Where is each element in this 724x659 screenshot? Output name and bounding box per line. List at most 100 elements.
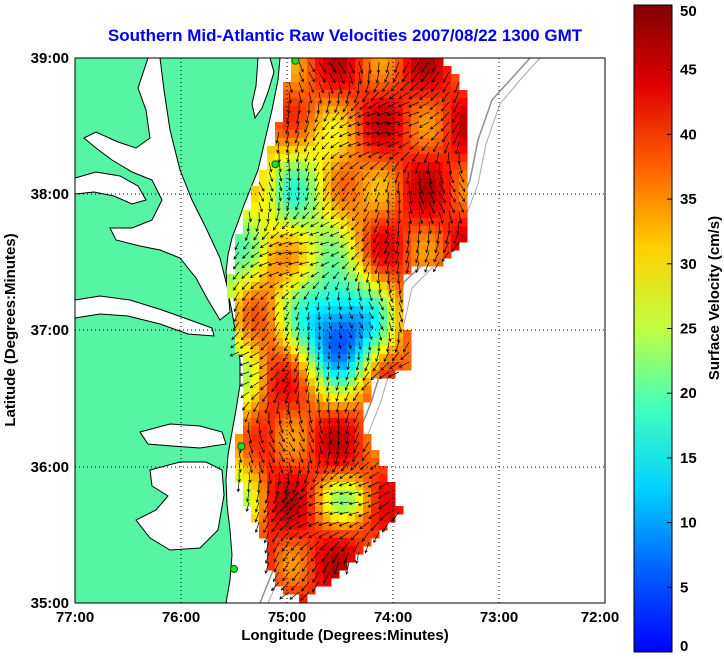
velocity-arrow [366, 141, 380, 147]
velocity-cell [331, 402, 340, 411]
velocity-arrow [332, 111, 340, 121]
velocity-arrow [348, 481, 360, 487]
velocity-cell [347, 514, 356, 523]
velocity-cell [347, 82, 356, 91]
velocity-arrow [250, 331, 260, 341]
velocity-arrow [338, 511, 350, 516]
velocity-arrow [266, 211, 270, 223]
velocity-arrow [294, 301, 300, 311]
velocity-cell [307, 474, 316, 483]
velocity-arrow [248, 461, 253, 474]
velocity-arrow [378, 331, 383, 341]
velocity-arrow [330, 141, 340, 149]
velocity-arrow [418, 201, 425, 215]
velocity-arrow [363, 261, 370, 273]
velocity-arrow [333, 561, 340, 575]
velocity-arrow [305, 181, 310, 192]
colorbar-scale [633, 4, 673, 653]
velocity-cell [251, 482, 260, 491]
velocity-cell [355, 98, 364, 107]
velocity-cell [323, 538, 332, 547]
velocity-arrow [260, 341, 270, 351]
velocity-arrow [248, 431, 253, 444]
velocity-arrow [303, 131, 310, 143]
velocity-cell [291, 514, 300, 523]
velocity-cell [435, 66, 444, 75]
velocity-cell [267, 330, 276, 339]
velocity-cell [307, 386, 316, 395]
velocity-arrow [239, 351, 250, 357]
velocity-cell [443, 226, 452, 235]
velocity-cell [363, 106, 372, 115]
velocity-arrow [453, 91, 460, 104]
velocity-cell [363, 194, 372, 203]
velocity-arrow [328, 421, 332, 435]
velocity-arrow [330, 541, 340, 552]
velocity-cell [339, 490, 348, 499]
velocity-arrow [421, 141, 430, 152]
velocity-arrow [331, 171, 340, 182]
velocity-cell [403, 122, 412, 131]
velocity-arrow [321, 151, 330, 161]
velocity-arrow [382, 81, 390, 92]
velocity-cell [291, 586, 300, 595]
velocity-cell [339, 82, 348, 91]
velocity-cell [307, 538, 316, 547]
velocity-arrow [233, 251, 240, 260]
velocity-cell [275, 514, 284, 523]
velocity-arrow [344, 271, 350, 281]
velocity-arrow [428, 221, 432, 235]
velocity-cell [355, 522, 364, 531]
velocity-cell [371, 210, 380, 219]
velocity-arrow [250, 291, 260, 301]
velocity-arrow [348, 61, 355, 74]
velocity-arrow [330, 161, 340, 171]
velocity-cell [323, 490, 332, 499]
velocity-arrow [251, 391, 260, 401]
velocity-cell [323, 338, 332, 347]
velocity-cell [339, 218, 348, 227]
velocity-cell [323, 162, 332, 171]
velocity-arrow [380, 361, 390, 371]
velocity-cell [299, 426, 308, 435]
velocity-cell [243, 298, 252, 307]
velocity-arrow [412, 151, 420, 163]
velocity-arrow [314, 291, 320, 301]
velocity-arrow [362, 221, 370, 232]
velocity-cell [363, 154, 372, 163]
velocity-cell [259, 514, 268, 523]
velocity-arrow [335, 281, 340, 291]
velocity-cell [291, 466, 300, 475]
velocity-cell [379, 178, 388, 187]
velocity-arrow [288, 461, 293, 474]
velocity-cell [315, 250, 324, 259]
velocity-cell [259, 298, 268, 307]
velocity-cell [267, 490, 276, 499]
velocity-cell [307, 466, 316, 475]
velocity-arrow [372, 171, 380, 182]
velocity-cell [459, 194, 468, 203]
velocity-cell [395, 234, 404, 243]
velocity-cell [371, 498, 380, 507]
velocity-arrow [376, 111, 390, 117]
velocity-arrow [293, 211, 300, 220]
velocity-cell [323, 554, 332, 563]
velocity-arrow [317, 341, 321, 351]
velocity-arrow [348, 491, 360, 496]
velocity-arrow [379, 511, 390, 521]
velocity-cell [251, 426, 260, 435]
velocity-arrow [328, 331, 332, 340]
velocity-cell [379, 338, 388, 347]
velocity-arrow [410, 71, 420, 83]
velocity-cell [267, 378, 276, 387]
velocity-arrow [403, 341, 410, 353]
velocity-cell [227, 274, 236, 283]
velocity-cell [371, 322, 380, 331]
velocity-cell [363, 114, 372, 123]
velocity-arrow [279, 501, 290, 512]
velocity-cell [395, 242, 404, 251]
velocity-cell [275, 210, 284, 219]
velocity-arrow [318, 431, 324, 444]
velocity-arrow [268, 201, 272, 213]
velocity-arrow [401, 71, 410, 83]
